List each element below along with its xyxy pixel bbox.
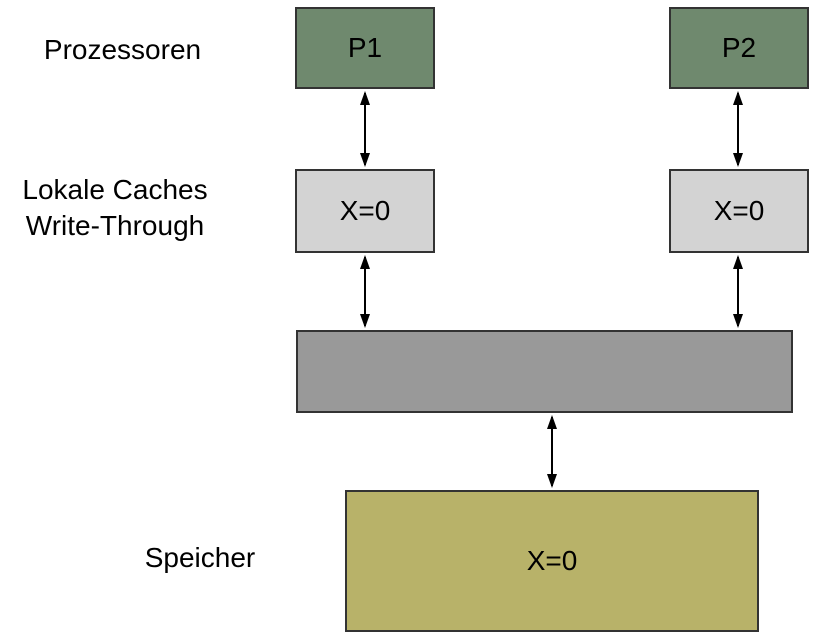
cache1-box: X=0 — [295, 169, 435, 253]
arrow-p1-cache1 — [360, 91, 370, 167]
local-caches-label-line2: Write-Through — [25, 210, 205, 241]
processor-p2-box: P2 — [669, 7, 809, 89]
arrow-bus-memory — [547, 415, 557, 488]
processor-p1-box: P1 — [295, 7, 435, 89]
local-caches-row-label: Lokale Caches Write-Through — [10, 172, 220, 244]
memory-box: X=0 — [345, 490, 759, 632]
cache2-box: X=0 — [669, 169, 809, 253]
arrow-cache2-bus — [733, 255, 743, 328]
memory-row-label: Speicher — [144, 542, 256, 573]
arrow-p2-cache2 — [733, 91, 743, 167]
bus-box — [296, 330, 793, 413]
local-caches-label-line1: Lokale Caches — [22, 174, 208, 205]
processors-row-label: Prozessoren — [43, 34, 202, 65]
arrow-cache1-bus — [360, 255, 370, 328]
